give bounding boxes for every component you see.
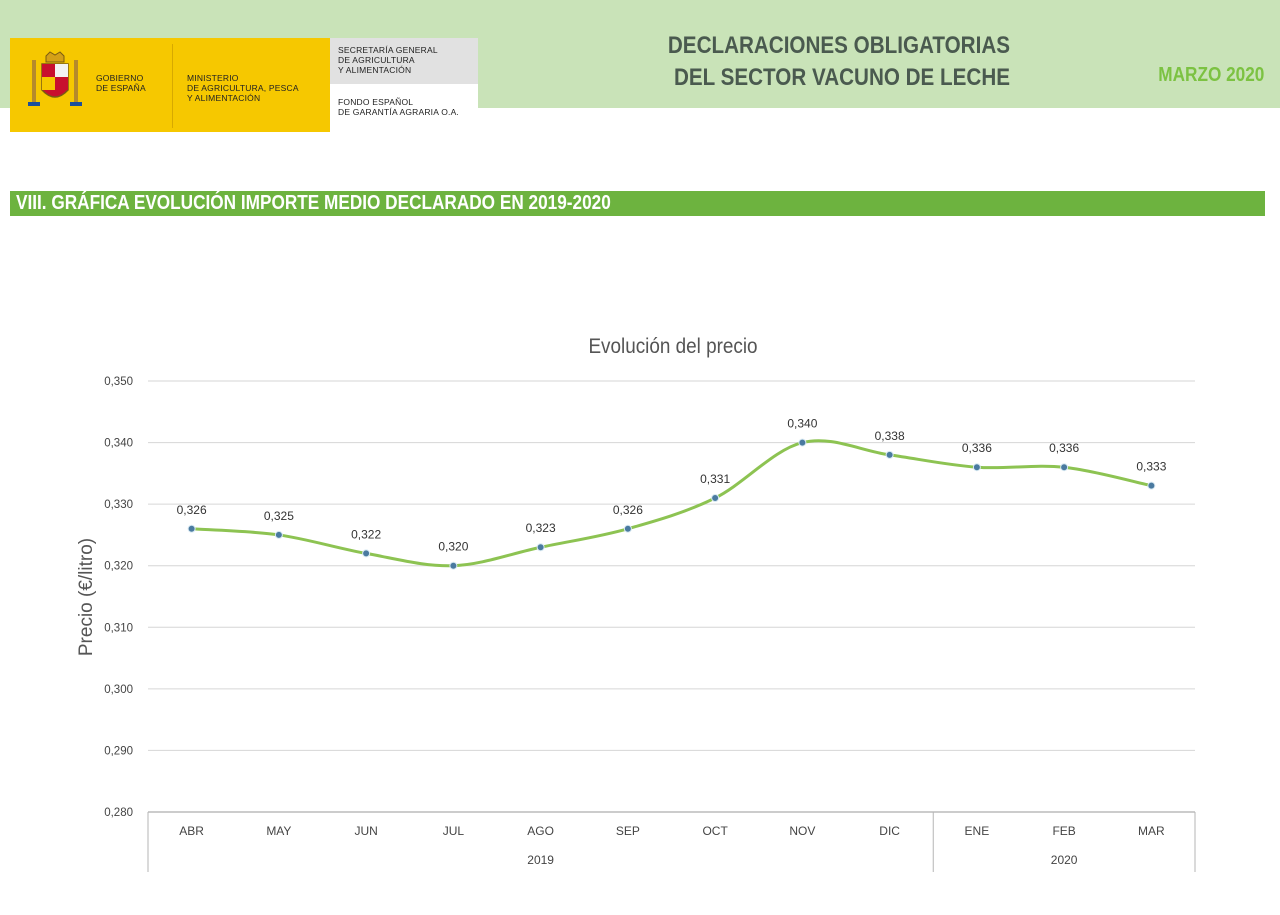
series-line (191, 439, 1152, 568)
logo-min-line2: DE AGRICULTURA, PESCA (187, 83, 299, 93)
x-tick-label: ABR (179, 824, 204, 838)
document-date: MARZO 2020 (1157, 64, 1264, 86)
x-tick-label: OCT (702, 824, 728, 838)
data-point (362, 549, 371, 558)
data-label: 0,336 (1049, 441, 1079, 455)
data-point (885, 450, 894, 459)
section-header: VIII. GRÁFICA EVOLUCIÓN IMPORTE MEDIO DE… (10, 191, 1265, 216)
x-tick-label: MAY (266, 824, 291, 838)
data-label: 0,340 (787, 417, 817, 431)
document-title-line2: DEL SECTOR VACUNO DE LECHE (673, 64, 1010, 91)
government-logo: GOBIERNO DE ESPAÑA MINISTERIO DE AGRICUL… (10, 38, 330, 132)
document-title: DECLARACIONES OBLIGATORIAS DEL SECTOR VA… (623, 30, 1010, 94)
data-point (623, 524, 632, 533)
logo-grey-panel (330, 38, 478, 84)
document-title-line1: DECLARACIONES OBLIGATORIAS (667, 32, 1010, 59)
x-tick-label: MAR (1138, 824, 1165, 838)
data-label: 0,336 (962, 441, 992, 455)
chart-title: Evolución del precio (588, 335, 757, 358)
logo-ministry-text: MINISTERIO DE AGRICULTURA, PESCA Y ALIME… (187, 73, 299, 103)
data-point (187, 524, 196, 533)
data-point (1060, 463, 1069, 472)
data-label: 0,323 (526, 521, 556, 535)
x-tick-label: ENE (965, 824, 990, 838)
logo-sec-line2: DE AGRICULTURA (338, 55, 415, 65)
data-point (711, 493, 720, 502)
x-group-label: 2020 (1051, 853, 1078, 867)
data-point (1147, 481, 1156, 490)
logo-gov-line1: GOBIERNO (96, 73, 144, 83)
y-tick-label: 0,340 (104, 438, 133, 450)
x-tick-label: AGO (527, 824, 554, 838)
data-point (274, 530, 283, 539)
x-tick-label: NOV (789, 824, 815, 838)
data-label: 0,333 (1136, 460, 1166, 474)
data-label: 0,325 (264, 509, 294, 523)
data-label: 0,320 (438, 540, 468, 554)
logo-separator (172, 44, 173, 128)
data-point (536, 543, 545, 552)
y-axis-label: Precio (€/litro) (76, 538, 97, 656)
logo-min-line1: MINISTERIO (187, 73, 239, 83)
logo-secretaria-text: SECRETARÍA GENERAL DE AGRICULTURA Y ALIM… (338, 45, 438, 75)
x-tick-label: DIC (879, 824, 900, 838)
data-label: 0,326 (613, 503, 643, 517)
x-group-label: 2019 (527, 853, 554, 867)
logo-sec-line3: Y ALIMENTACIÓN (338, 65, 412, 75)
y-tick-label: 0,320 (104, 561, 133, 573)
x-tick-label: JUN (354, 824, 377, 838)
data-label: 0,322 (351, 527, 381, 541)
logo-min-line3: Y ALIMENTACIÓN (187, 93, 261, 103)
y-tick-label: 0,300 (104, 684, 133, 696)
data-point (798, 438, 807, 447)
logo-gov-line2: DE ESPAÑA (96, 83, 146, 93)
x-tick-label: SEP (616, 824, 640, 838)
coat-of-arms-icon (28, 51, 82, 106)
y-tick-label: 0,330 (104, 499, 133, 511)
data-point (449, 561, 458, 570)
x-tick-label: FEB (1052, 824, 1075, 838)
y-tick-label: 0,290 (104, 745, 133, 757)
y-tick-label: 0,280 (104, 807, 133, 819)
x-tick-label: JUL (443, 824, 465, 838)
logo-fondo-line2: DE GARANTÍA AGRARIA O.A. (338, 107, 459, 117)
data-label: 0,331 (700, 472, 730, 486)
data-label: 0,326 (177, 503, 207, 517)
section-title: VIII. GRÁFICA EVOLUCIÓN IMPORTE MEDIO DE… (16, 192, 611, 214)
logo-fondo-text: FONDO ESPAÑOL DE GARANTÍA AGRARIA O.A. (338, 97, 459, 117)
logo-sec-line1: SECRETARÍA GENERAL (338, 45, 438, 55)
logo-gov-text: GOBIERNO DE ESPAÑA (96, 73, 146, 93)
data-point (972, 463, 981, 472)
y-tick-label: 0,350 (104, 376, 133, 388)
data-label: 0,338 (875, 429, 905, 443)
y-tick-label: 0,310 (104, 622, 133, 634)
logo-fondo-line1: FONDO ESPAÑOL (338, 97, 414, 107)
